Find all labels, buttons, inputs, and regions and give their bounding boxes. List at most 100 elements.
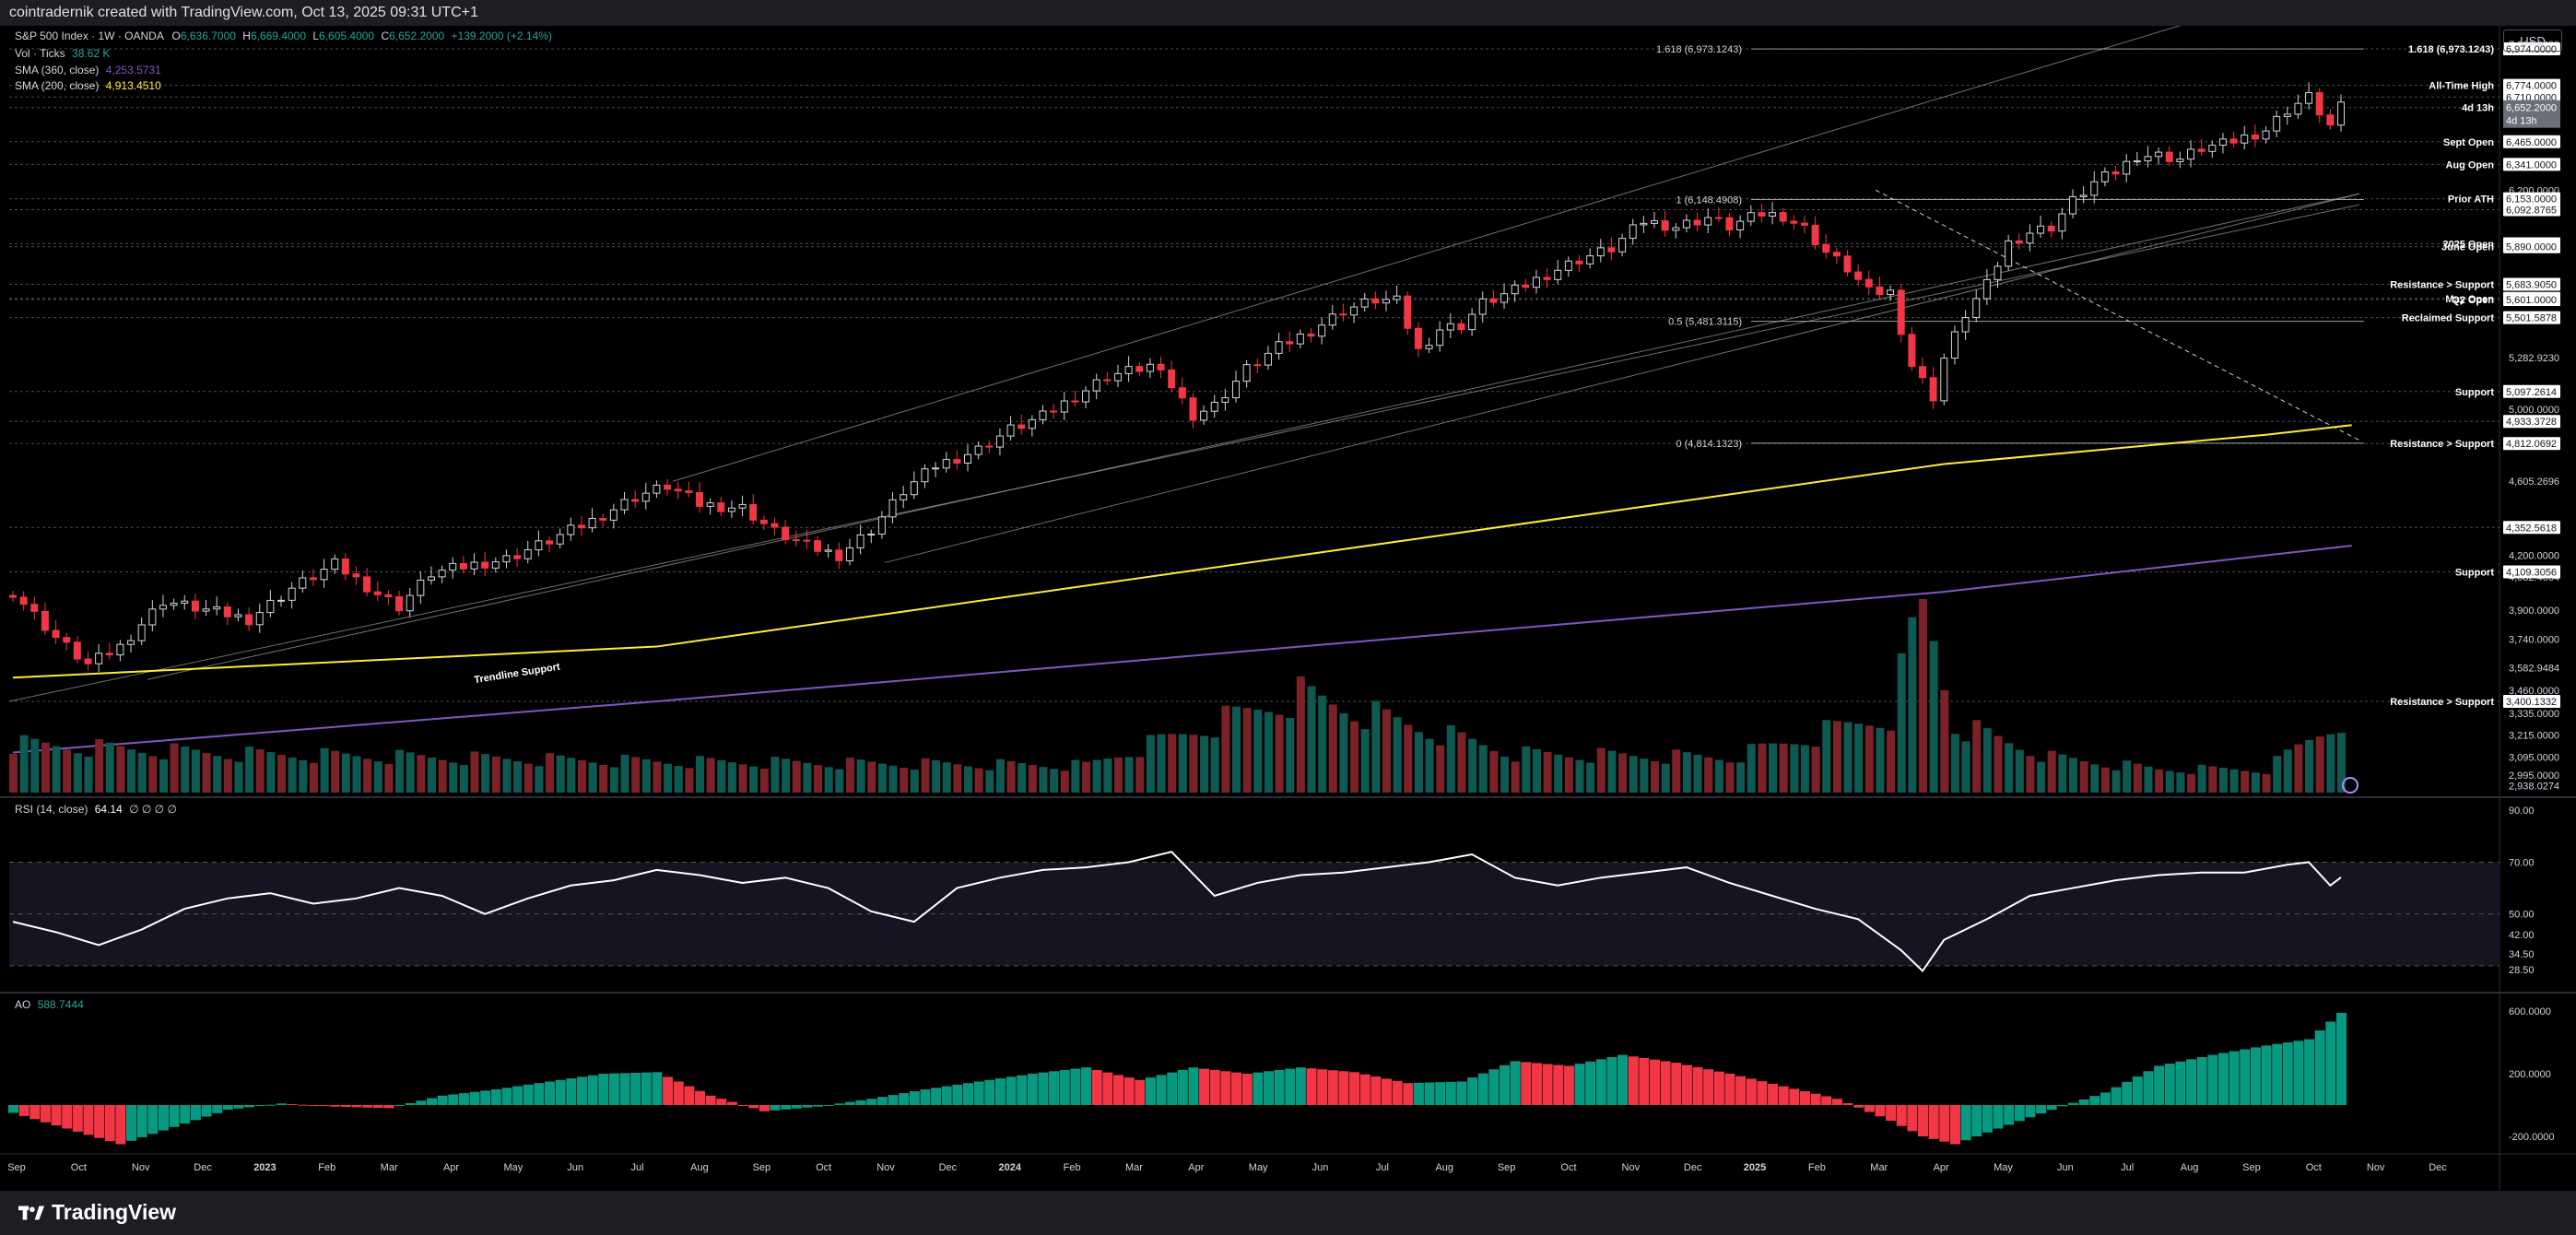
candle-body xyxy=(1779,212,1787,222)
price-tick-label: 3,740.0000 xyxy=(2509,635,2559,646)
volume-bar xyxy=(2337,733,2346,793)
ao-bar xyxy=(2036,1105,2047,1114)
ao-bar xyxy=(1617,1054,1629,1105)
candle-body xyxy=(2144,156,2152,162)
ao-bar xyxy=(254,1105,265,1107)
candle-body xyxy=(1446,323,1454,331)
ao-bar xyxy=(2282,1042,2293,1105)
candle-body xyxy=(2305,92,2313,104)
volume-bar xyxy=(1060,770,1069,793)
volume-bar xyxy=(2165,770,2174,793)
ao-bar xyxy=(1660,1061,1671,1105)
time-tick-label: Nov xyxy=(1622,1162,1641,1173)
volume-bar xyxy=(2326,734,2335,793)
currency-button[interactable]: USD xyxy=(2503,29,2562,52)
ao-bar xyxy=(555,1079,566,1105)
candle-body xyxy=(1607,247,1616,253)
ao-bar xyxy=(490,1089,501,1105)
volume-bar xyxy=(1747,744,1756,793)
candle-body xyxy=(1994,265,2002,280)
time-tick-label: Feb xyxy=(1064,1162,1081,1173)
volume-bar xyxy=(427,757,436,793)
ao-bar xyxy=(2336,1012,2347,1105)
ao-bar xyxy=(1167,1072,1178,1105)
volume-bar xyxy=(995,759,1005,793)
ao-bar xyxy=(372,1105,383,1109)
candle-body xyxy=(2337,101,2345,126)
main-legend[interactable]: S&P 500 Index · 1W · OANDA O6,636.7000 H… xyxy=(15,29,552,42)
time-tick-label: Aug xyxy=(690,1162,709,1173)
fib-level-label: 0.5 (5,481.3115) xyxy=(1668,317,1742,328)
ao-bar xyxy=(2004,1105,2015,1125)
volume-bar xyxy=(1360,729,1370,793)
candle-body xyxy=(2026,232,2034,244)
ao-bar xyxy=(416,1100,427,1105)
candle-body xyxy=(2251,134,2259,140)
price-level-label: 4,352.5618 xyxy=(2506,523,2557,534)
candle-body xyxy=(888,499,897,518)
ao-bar xyxy=(931,1088,942,1105)
volume-bar xyxy=(1596,747,1606,793)
ao-bar xyxy=(1424,1082,1435,1105)
volume-bar xyxy=(2111,770,2121,793)
chart-canvas[interactable]: 7,000.00006,200.00005,900.00005,683.9050… xyxy=(0,26,2576,1191)
volume-legend[interactable]: Vol · Ticks 38.62 K xyxy=(15,47,110,60)
volume-bar xyxy=(1554,754,1563,793)
ao-bar xyxy=(1112,1075,1123,1105)
candle-body xyxy=(835,549,843,561)
time-tick-label: Mar xyxy=(1125,1162,1143,1173)
candle-body xyxy=(1050,410,1058,413)
ao-bar xyxy=(1606,1056,1617,1105)
candle-body xyxy=(266,599,275,614)
ao-bar xyxy=(2089,1096,2100,1105)
rsi-legend[interactable]: RSI (14, close) 64.14 ∅ ∅ ∅ ∅ xyxy=(15,803,177,816)
candle-body xyxy=(513,555,522,559)
candle-body xyxy=(2079,194,2088,197)
volume-bar xyxy=(395,749,405,793)
candle-body xyxy=(341,558,349,575)
ao-bar xyxy=(641,1072,652,1105)
candle-body xyxy=(1393,295,1401,300)
close-value: 6,652.2000 xyxy=(389,29,445,42)
ao-bar xyxy=(1810,1093,1821,1105)
volume-bar xyxy=(1113,757,1123,793)
volume-bar xyxy=(266,752,276,793)
ao-bar xyxy=(1692,1066,1703,1105)
ao-bar xyxy=(1853,1105,1864,1108)
candle-body xyxy=(845,547,853,561)
volume-bar xyxy=(1092,759,1101,793)
open-value: 6,636.7000 xyxy=(180,29,236,42)
ao-bar xyxy=(190,1105,201,1121)
tradingview-logo[interactable]: TradingView xyxy=(18,1200,176,1225)
ao-bar xyxy=(1156,1075,1167,1105)
ao-bar xyxy=(716,1099,727,1105)
price-level-box xyxy=(2503,192,2560,206)
change-value: +139.2000 (+2.14%) xyxy=(451,29,552,42)
candle-body xyxy=(137,624,146,641)
ao-bar xyxy=(876,1097,888,1105)
price-level-annotation: All-Time High xyxy=(2429,81,2494,92)
ao-bar xyxy=(1359,1074,1370,1105)
price-level-annotation: Prior ATH xyxy=(2448,194,2494,206)
ao-bar xyxy=(2272,1043,2283,1105)
ao-bar xyxy=(1639,1058,1650,1105)
ao-bar xyxy=(512,1086,523,1105)
ao-legend[interactable]: AO 588.7444 xyxy=(15,998,84,1011)
candle-body xyxy=(181,600,189,605)
ao-bar xyxy=(963,1083,974,1105)
volume-bar xyxy=(2015,749,2024,793)
ao-bar xyxy=(40,1105,51,1123)
ao-bar xyxy=(813,1105,824,1107)
volume-bar xyxy=(1446,724,1455,793)
sma360-legend[interactable]: SMA (360, close) 4,253.5731 xyxy=(15,64,161,76)
sma200-legend[interactable]: SMA (200, close) 4,913.4510 xyxy=(15,79,161,92)
time-tick-label: 2025 xyxy=(1744,1162,1766,1173)
time-tick-label: 2023 xyxy=(253,1162,276,1173)
volume-bar xyxy=(1864,725,1874,793)
ao-bar xyxy=(1253,1072,1264,1105)
volume-value: 38.62 K xyxy=(72,47,111,60)
volume-bar xyxy=(159,759,168,793)
tradingview-logo-icon xyxy=(18,1206,44,1219)
candle-body xyxy=(30,604,39,612)
volume-bar xyxy=(641,759,651,793)
